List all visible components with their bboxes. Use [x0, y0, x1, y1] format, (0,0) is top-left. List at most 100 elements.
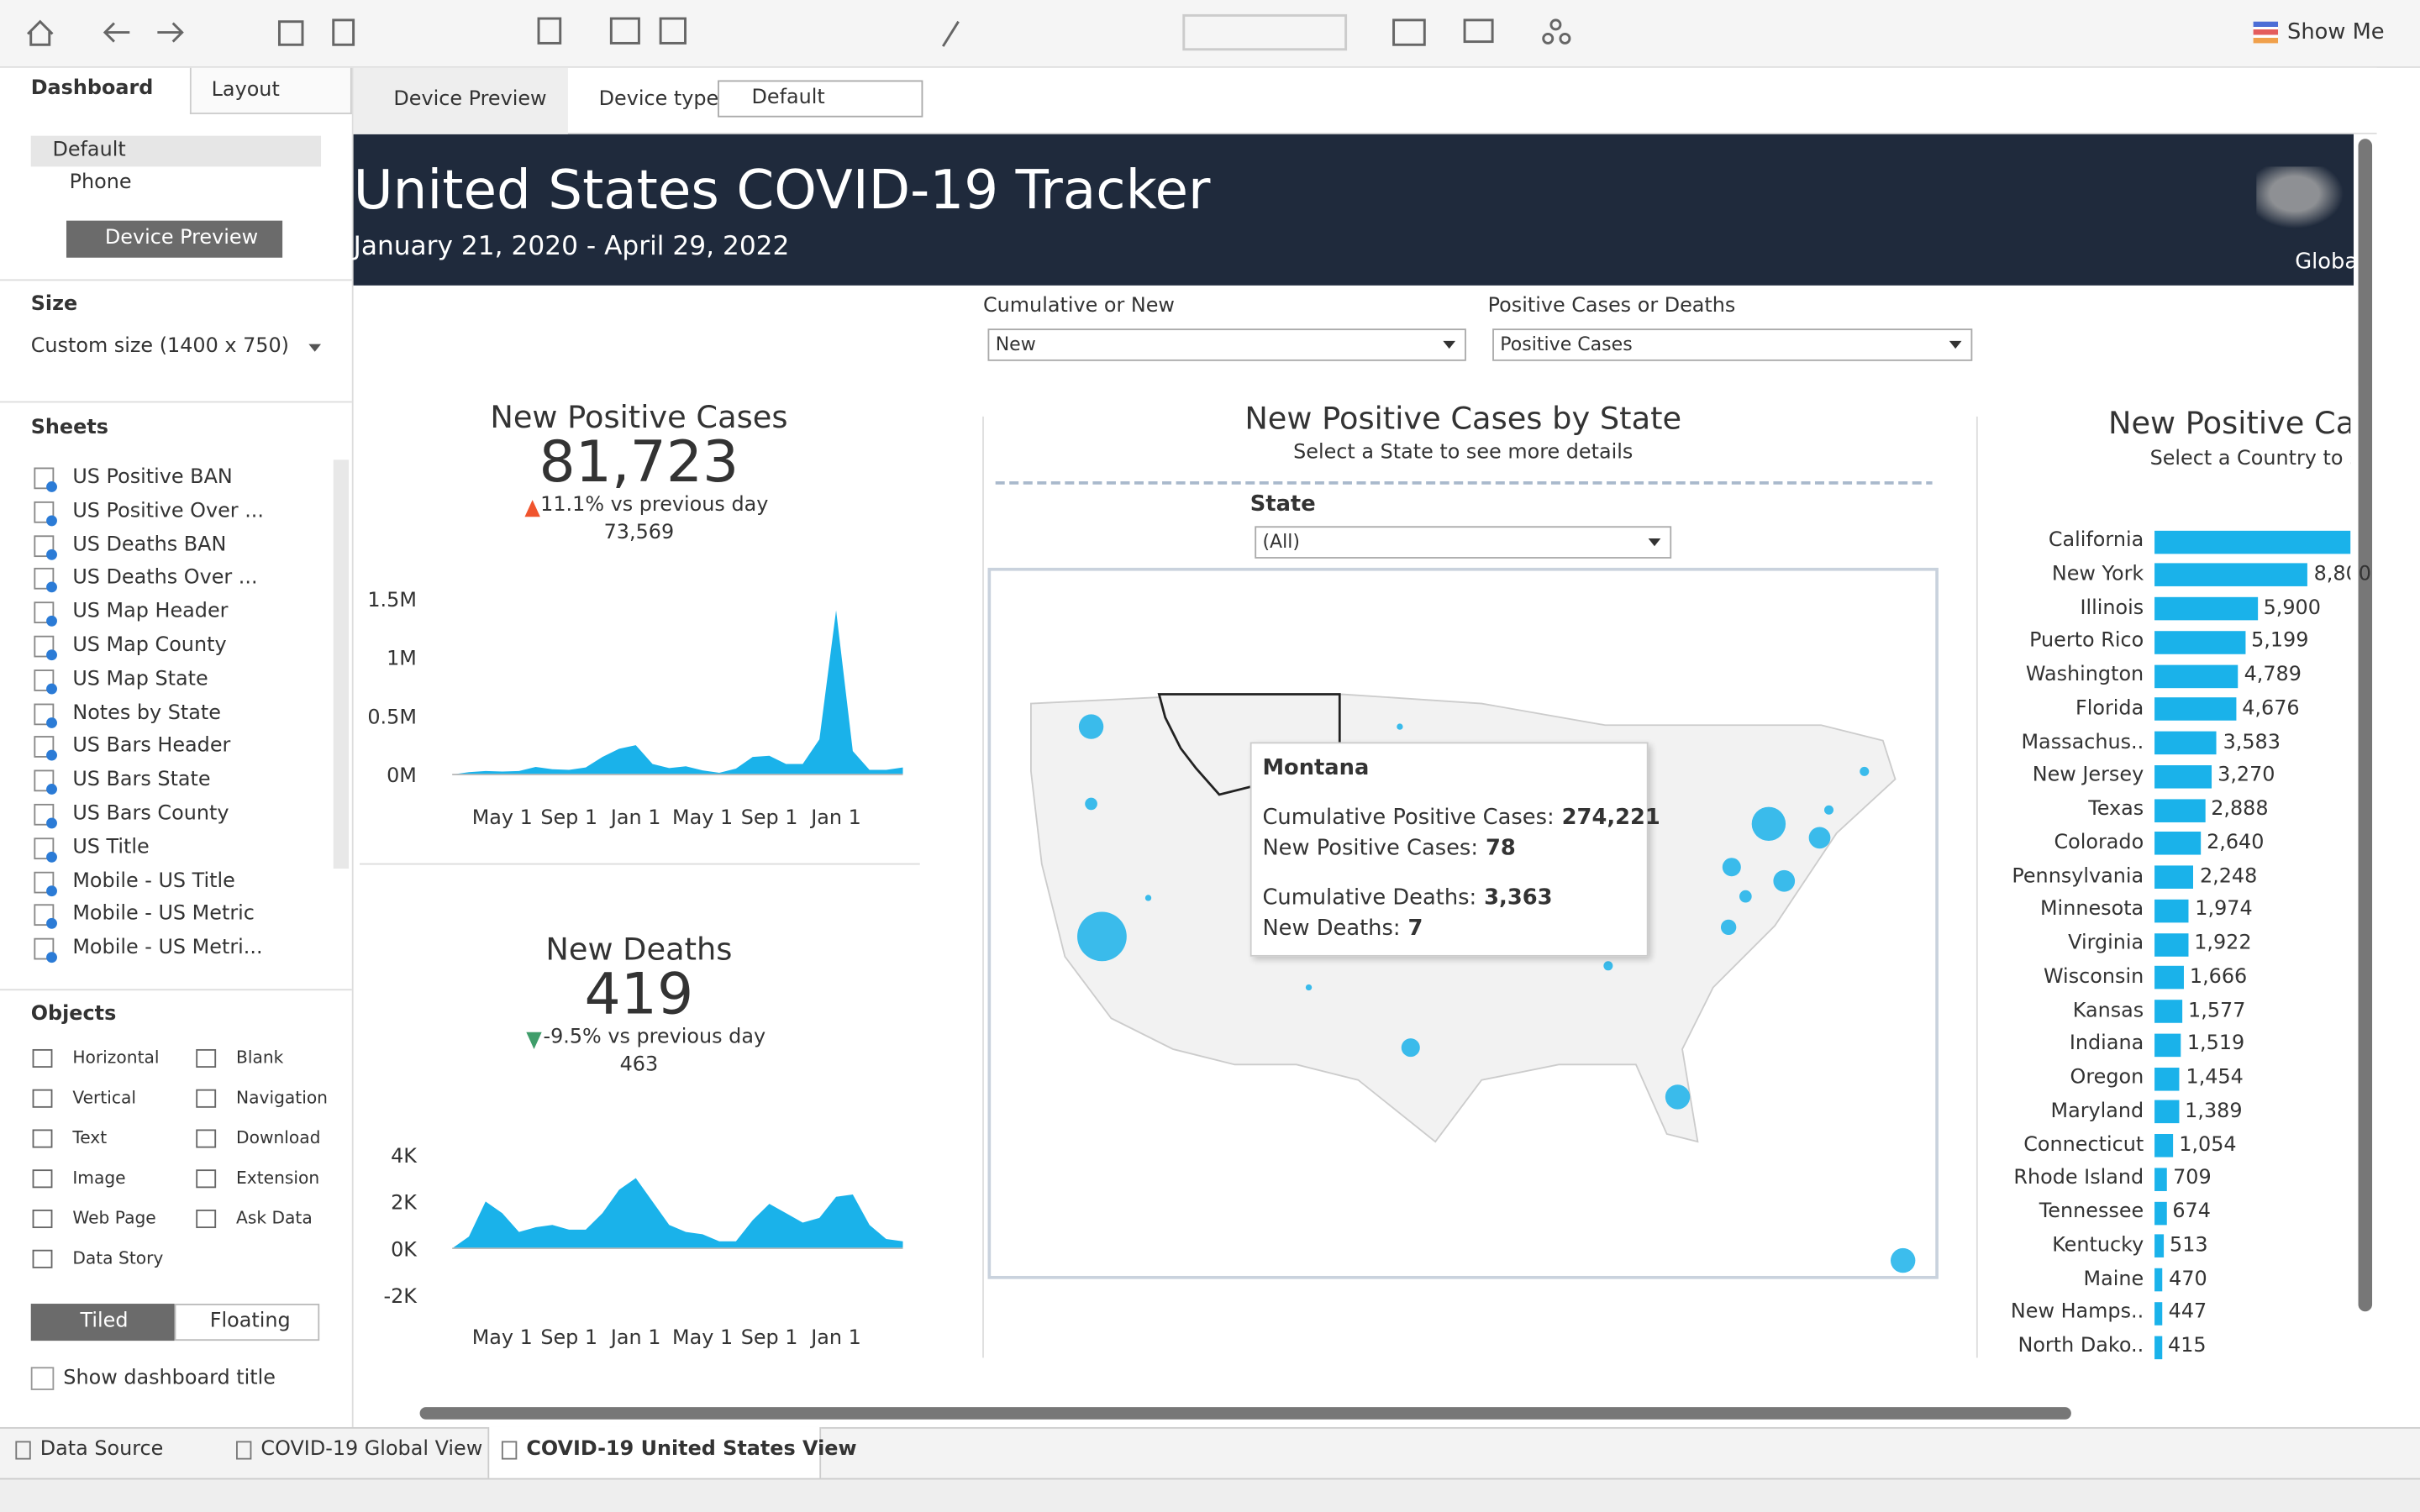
- bar-category[interactable]: Maine: [2083, 1267, 2144, 1291]
- object-item[interactable]: Navigation: [236, 1087, 329, 1108]
- bar-category[interactable]: Kentucky: [2052, 1233, 2144, 1257]
- bar[interactable]: [2154, 798, 2205, 822]
- floating-label[interactable]: Floating: [209, 1310, 291, 1333]
- floating-button[interactable]: [174, 1304, 320, 1341]
- sheet-item[interactable]: US Bars State: [72, 769, 211, 792]
- bar-category[interactable]: Virginia: [2068, 932, 2144, 955]
- sheet-item[interactable]: US Map State: [72, 667, 208, 691]
- bar-category[interactable]: New Hamps..: [2010, 1300, 2144, 1325]
- bar-category[interactable]: Minnesota: [2039, 898, 2144, 921]
- sheet-tab[interactable]: COVID-19 United States View: [526, 1437, 857, 1462]
- bar-category[interactable]: Massachus..: [2021, 730, 2144, 754]
- bar[interactable]: [2154, 932, 2188, 956]
- bar-category[interactable]: New Jersey: [2032, 764, 2144, 788]
- scrollbar[interactable]: [2358, 139, 2373, 1312]
- bar[interactable]: [2154, 1335, 2162, 1359]
- object-item[interactable]: Download: [236, 1127, 321, 1148]
- bar[interactable]: [2154, 697, 2236, 722]
- sheet-item[interactable]: US Deaths Over ...: [72, 566, 258, 591]
- bar[interactable]: [2154, 966, 2184, 990]
- object-item[interactable]: Vertical: [72, 1087, 136, 1108]
- bar[interactable]: [2154, 764, 2212, 789]
- checkbox-label[interactable]: Show dashboard title: [63, 1367, 276, 1390]
- scrollbar[interactable]: [419, 1407, 2071, 1420]
- tiled-label[interactable]: Tiled: [80, 1310, 129, 1333]
- object-item[interactable]: Blank: [236, 1047, 284, 1068]
- bar-category[interactable]: Florida: [2075, 696, 2144, 721]
- bar[interactable]: [2154, 596, 2258, 621]
- bar-category[interactable]: Wisconsin: [2043, 965, 2144, 989]
- bar-category[interactable]: Kansas: [2072, 999, 2144, 1022]
- bar-category[interactable]: California: [2048, 528, 2144, 553]
- device-option[interactable]: Default: [52, 139, 126, 162]
- bar[interactable]: [2154, 1100, 2179, 1124]
- device-preview-tab-label[interactable]: Device Preview: [393, 87, 547, 112]
- bar[interactable]: [2154, 1067, 2181, 1090]
- filter-dropdown[interactable]: [987, 328, 1466, 361]
- sheet-item[interactable]: US Bars County: [72, 802, 229, 826]
- bar[interactable]: [2154, 1033, 2181, 1057]
- show-me-button[interactable]: Show Me: [2287, 19, 2385, 45]
- bar[interactable]: [2154, 664, 2238, 688]
- bar[interactable]: [2154, 832, 2201, 856]
- sheet-item[interactable]: US Map County: [72, 633, 227, 658]
- sheet-item[interactable]: US Positive Over ...: [72, 499, 264, 523]
- device-preview-label[interactable]: Device Preview: [104, 226, 259, 250]
- object-item[interactable]: Ask Data: [236, 1208, 313, 1229]
- object-item[interactable]: Text: [72, 1127, 108, 1148]
- bar-category[interactable]: Connecticut: [2023, 1133, 2144, 1157]
- bar[interactable]: [2154, 1167, 2167, 1191]
- bar-category[interactable]: Colorado: [2054, 831, 2144, 855]
- bar-category[interactable]: Puerto Rico: [2029, 629, 2144, 654]
- tab[interactable]: Dashboard: [30, 76, 154, 101]
- bar-category[interactable]: Texas: [2088, 797, 2144, 822]
- sheet-item[interactable]: US Deaths BAN: [72, 533, 227, 557]
- bar[interactable]: [2154, 1268, 2163, 1292]
- bar[interactable]: [2154, 529, 2351, 554]
- bar[interactable]: [2154, 899, 2189, 922]
- bar-category[interactable]: Indiana: [2069, 1032, 2144, 1056]
- bar-category[interactable]: Rhode Island: [2013, 1167, 2144, 1190]
- device-type-dropdown[interactable]: [718, 80, 923, 118]
- sheet-item[interactable]: Mobile - US Metric: [72, 903, 255, 927]
- sheet-item[interactable]: Mobile - US Title: [72, 869, 235, 893]
- object-item[interactable]: Image: [72, 1168, 126, 1189]
- bar[interactable]: [2154, 1234, 2164, 1258]
- bar-category[interactable]: New York: [2051, 562, 2144, 586]
- object-item[interactable]: Extension: [236, 1168, 320, 1189]
- bar-category[interactable]: Tennessee: [2039, 1200, 2144, 1224]
- bar-category[interactable]: Pennsylvania: [2012, 864, 2144, 889]
- object-item[interactable]: Horizontal: [72, 1047, 160, 1068]
- size-dropdown[interactable]: Custom size (1400 x 750): [30, 334, 289, 359]
- sheet-item[interactable]: US Map Header: [72, 600, 229, 624]
- sheet-item[interactable]: US Bars Header: [72, 735, 231, 759]
- bar-category[interactable]: Illinois: [2080, 596, 2144, 620]
- bar[interactable]: [2154, 1301, 2163, 1326]
- bar[interactable]: [2154, 1133, 2173, 1158]
- bar[interactable]: [2154, 1000, 2182, 1023]
- checkbox[interactable]: [30, 1367, 55, 1390]
- sheet-tab[interactable]: Data Source: [39, 1437, 164, 1462]
- sheet-item[interactable]: US Positive BAN: [72, 465, 233, 490]
- state-dropdown[interactable]: [1255, 526, 1672, 559]
- sheet-item[interactable]: Notes by State: [72, 701, 221, 725]
- bar[interactable]: [2154, 630, 2245, 654]
- tab[interactable]: Layout: [211, 78, 280, 102]
- bar[interactable]: [2154, 731, 2217, 755]
- filter-dropdown[interactable]: [1492, 328, 1973, 361]
- bar-category[interactable]: Washington: [2025, 663, 2144, 687]
- bar[interactable]: [2154, 1200, 2167, 1225]
- bar[interactable]: [2154, 563, 2308, 587]
- object-item[interactable]: Data Story: [72, 1247, 164, 1268]
- bar-category[interactable]: North Dako..: [2018, 1334, 2144, 1358]
- bar-category[interactable]: Maryland: [2050, 1100, 2144, 1123]
- sheet-item[interactable]: US Title: [72, 836, 150, 859]
- sheet-tab[interactable]: COVID-19 Global View: [260, 1437, 483, 1462]
- object-item[interactable]: Web Page: [72, 1208, 156, 1229]
- sheet-item[interactable]: Mobile - US Metri...: [72, 937, 263, 960]
- bar-category[interactable]: Oregon: [2070, 1066, 2144, 1089]
- tiled-button[interactable]: [30, 1304, 175, 1341]
- device-option[interactable]: Phone: [69, 171, 132, 195]
- global-link[interactable]: Globa: [2295, 249, 2359, 275]
- bar[interactable]: [2154, 865, 2194, 889]
